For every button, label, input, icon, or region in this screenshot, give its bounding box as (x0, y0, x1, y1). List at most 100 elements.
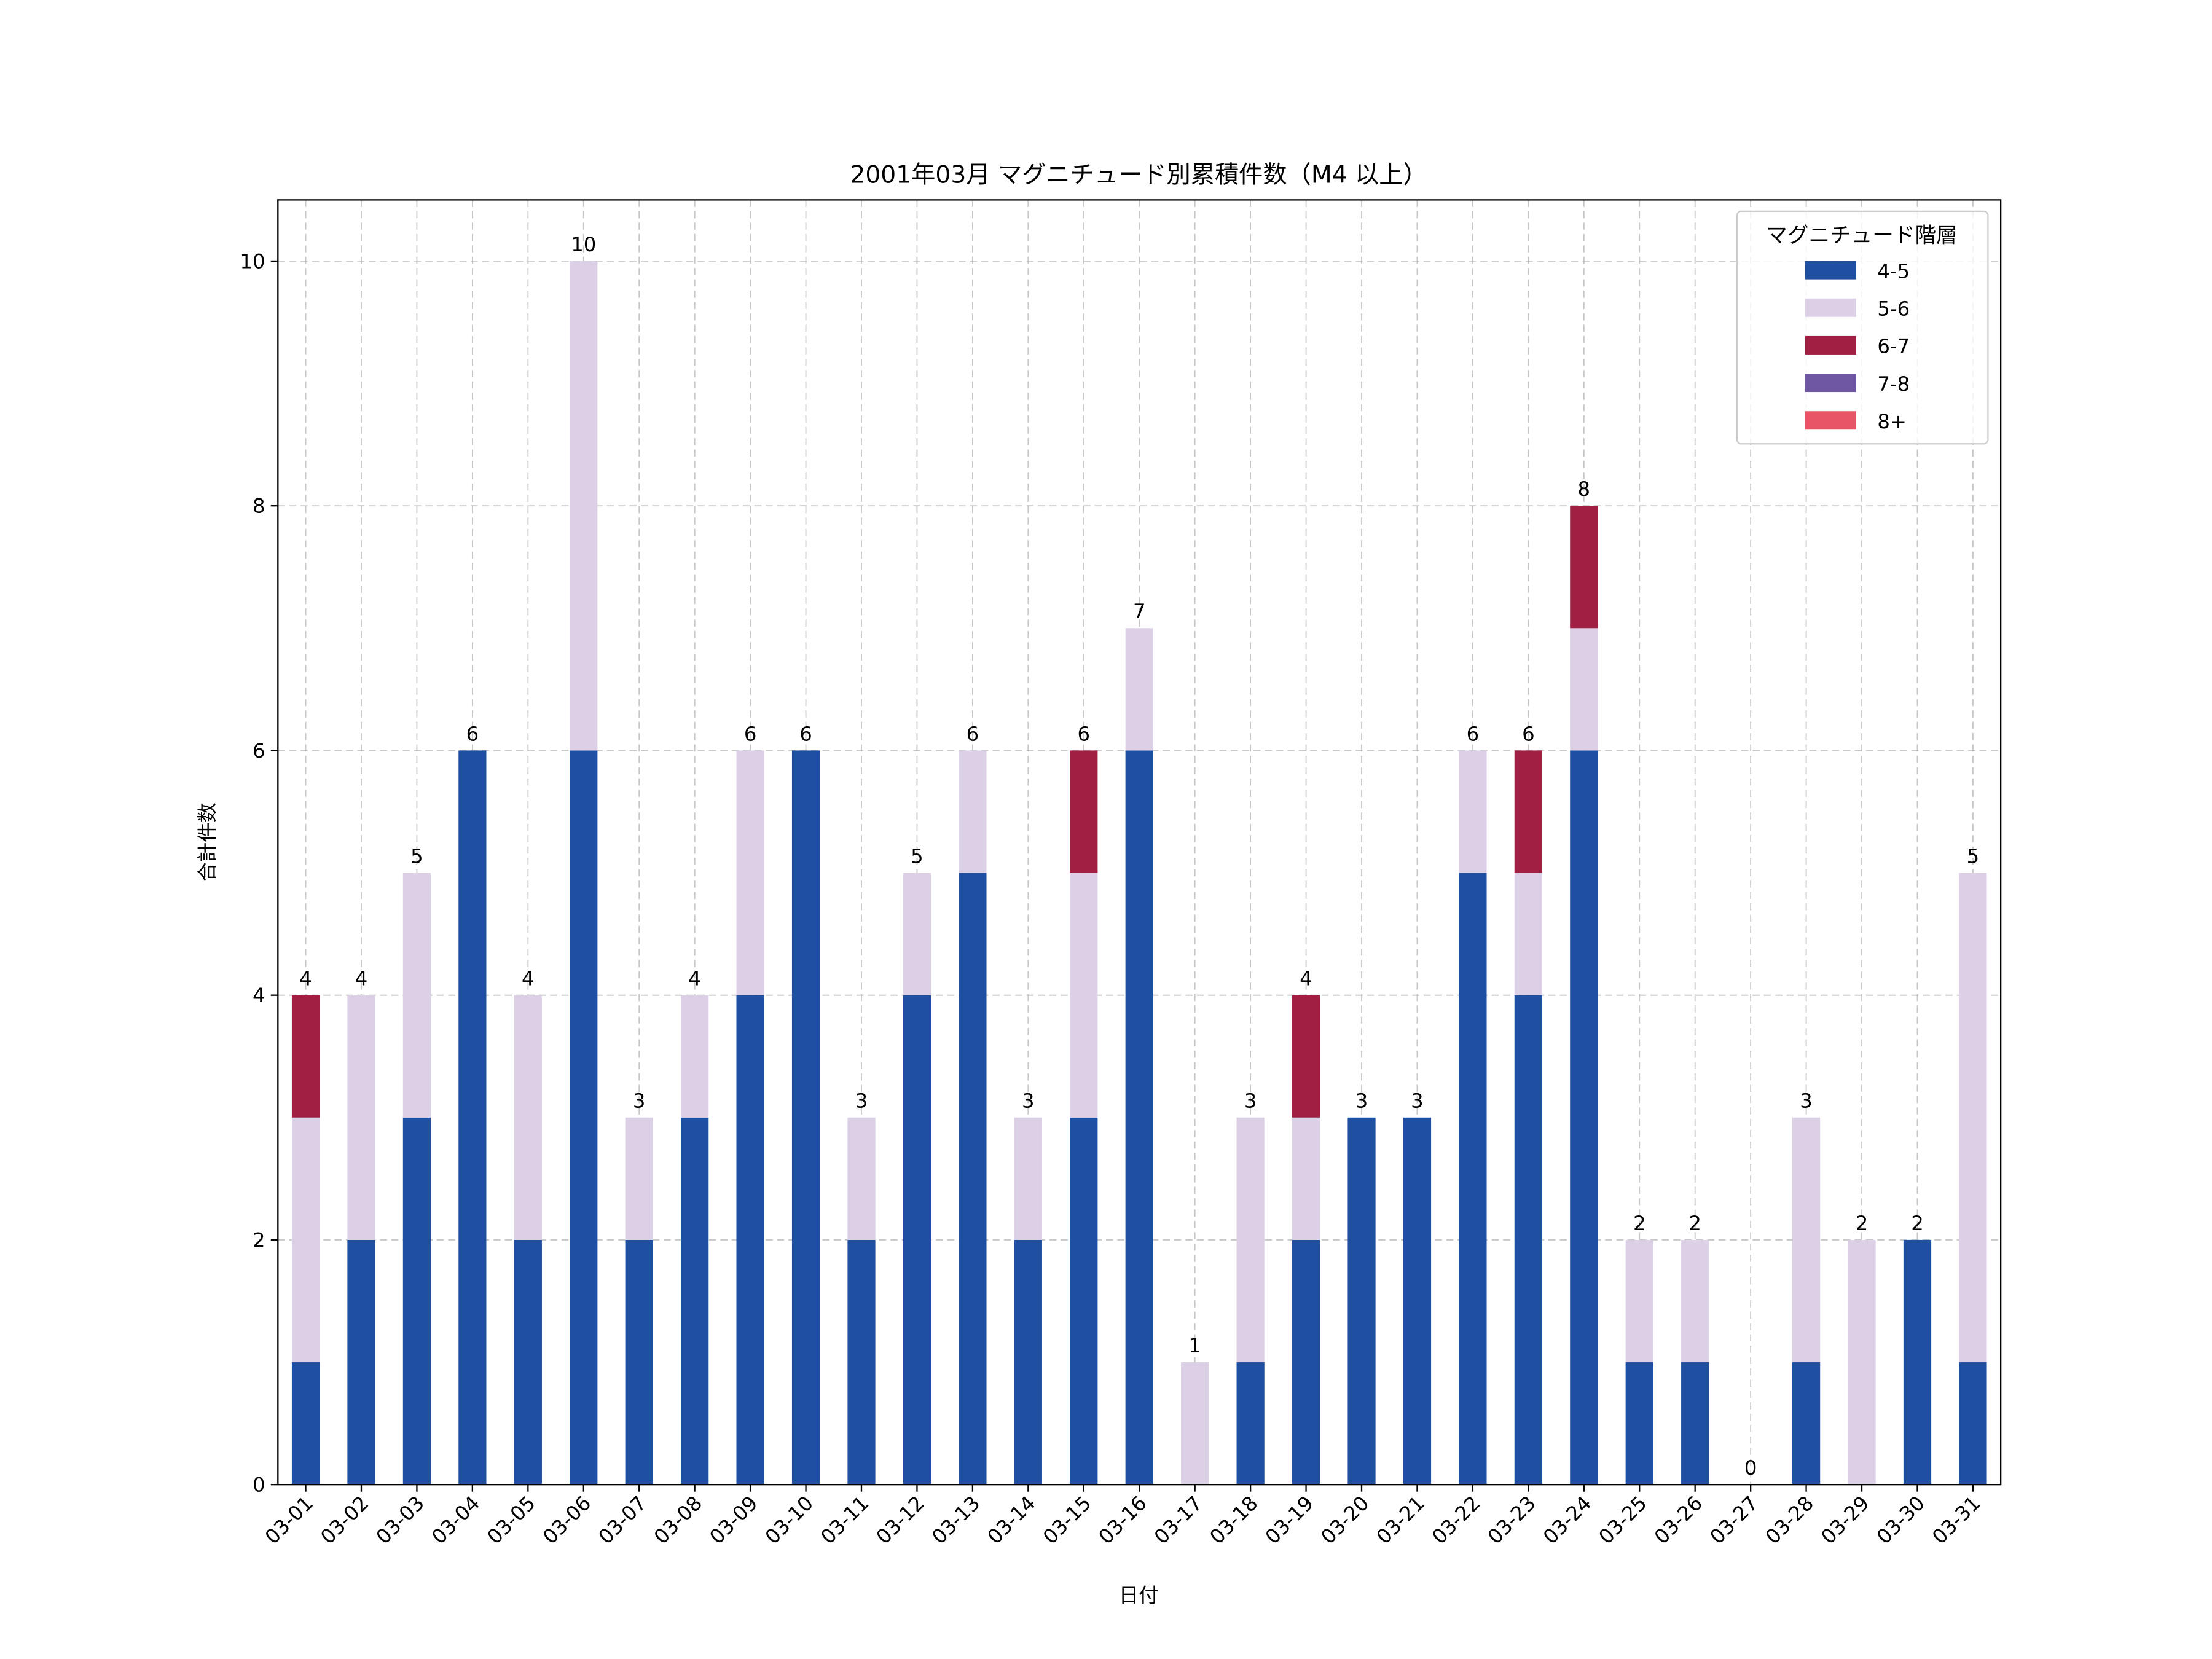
bar-segment-4-5 (1236, 1362, 1265, 1485)
bar-total-label: 1 (1188, 1334, 1201, 1357)
bar-total-label: 6 (1078, 722, 1091, 745)
bar-total-label: 3 (1411, 1089, 1424, 1113)
bar-total-label: 2 (1856, 1212, 1869, 1235)
bar-segment-4-5 (1014, 1239, 1042, 1485)
bar-total-label: 0 (1744, 1456, 1757, 1480)
bar-total-label: 6 (967, 722, 979, 745)
bar-segment-5-6 (570, 261, 598, 751)
bar-segment-5-6 (1959, 873, 1987, 1363)
x-axis-label: 日付 (1119, 1584, 1159, 1607)
bar-segment-5-6 (681, 995, 709, 1118)
bar-segment-5-6 (1292, 1117, 1320, 1240)
bar-segment-5-6 (402, 873, 431, 1118)
bar-total-label: 7 (1133, 600, 1146, 623)
bar-total-label: 3 (855, 1089, 868, 1113)
bar-segment-4-5 (791, 750, 820, 1485)
y-tick-label: 4 (253, 984, 265, 1007)
bar-segment-5-6 (736, 750, 764, 995)
bar-segment-4-5 (458, 750, 487, 1485)
bar-segment-4-5 (347, 1239, 375, 1485)
bar-total-label: 10 (571, 233, 596, 256)
legend-label: 4-5 (1877, 259, 1910, 283)
bar-total-label: 3 (1022, 1089, 1035, 1113)
bar-segment-6-7 (1514, 750, 1542, 873)
bar-total-label: 2 (1911, 1212, 1924, 1235)
legend-swatch-4-5 (1805, 261, 1856, 280)
bar-total-label: 6 (1522, 722, 1535, 745)
bar-segment-5-6 (1625, 1239, 1653, 1363)
bar-segment-5-6 (625, 1117, 653, 1240)
bar-total-label: 4 (1300, 967, 1312, 990)
data-labels: 4 4 5 6 4 10 3 4 6 6 3 5 6 3 6 7 1 3 4 3 3 6 6 8 2 2 0 3 2 2 5 (299, 233, 1979, 1480)
bar-segment-4-5 (1959, 1362, 1987, 1485)
bar-total-label: 4 (355, 967, 368, 990)
bar-segment-5-6 (1514, 873, 1542, 995)
bar-segment-5-6 (1459, 750, 1487, 873)
bar-segment-5-6 (1236, 1117, 1265, 1363)
bar-segment-5-6 (1014, 1117, 1042, 1240)
legend-label: 6-7 (1877, 335, 1910, 358)
bars (291, 261, 1987, 1485)
bar-segment-5-6 (903, 873, 931, 995)
bar-segment-4-5 (1792, 1362, 1821, 1485)
bar-total-label: 4 (522, 967, 535, 990)
bar-segment-4-5 (291, 1362, 320, 1485)
y-axis-label: 合計件数 (195, 802, 219, 882)
bar-segment-5-6 (347, 995, 375, 1240)
legend-title: マグニチュード階層 (1766, 224, 1957, 248)
bar-segment-5-6 (1792, 1117, 1821, 1363)
bar-segment-4-5 (1459, 873, 1487, 1485)
bar-total-label: 2 (1688, 1212, 1701, 1235)
bar-segment-4-5 (570, 750, 598, 1485)
bar-total-label: 6 (799, 722, 812, 745)
y-tick-label: 2 (253, 1228, 265, 1252)
bar-segment-5-6 (1125, 628, 1153, 751)
bar-segment-4-5 (1403, 1117, 1432, 1485)
legend-label: 8+ (1877, 410, 1907, 433)
legend-swatch-7-8 (1805, 374, 1856, 393)
bar-segment-5-6 (1070, 873, 1098, 1118)
bar-segment-4-5 (1570, 750, 1598, 1485)
bar-segment-4-5 (1347, 1117, 1376, 1485)
bar-segment-6-7 (1292, 995, 1320, 1118)
bar-segment-6-7 (1070, 750, 1098, 873)
bar-total-label: 3 (1800, 1089, 1813, 1113)
bar-total-label: 4 (299, 967, 312, 990)
bar-segment-5-6 (1570, 628, 1598, 751)
bar-segment-4-5 (514, 1239, 542, 1485)
bar-segment-4-5 (903, 995, 931, 1485)
bar-total-label: 6 (1467, 722, 1480, 745)
bar-total-label: 3 (1355, 1089, 1368, 1113)
legend-label: 7-8 (1877, 372, 1910, 396)
bar-total-label: 2 (1633, 1212, 1646, 1235)
bar-segment-6-7 (291, 995, 320, 1118)
bar-total-label: 3 (1244, 1089, 1257, 1113)
bar-segment-4-5 (959, 873, 987, 1485)
legend: マグニチュード階層 4-5 5-6 6-7 7-8 8+ (1736, 210, 1989, 445)
bar-total-label: 6 (744, 722, 757, 745)
y-tick-label: 6 (253, 739, 265, 763)
legend-swatch-8+ (1805, 411, 1856, 430)
legend-swatch-5-6 (1805, 298, 1856, 317)
bar-total-label: 6 (466, 722, 479, 745)
bar-segment-4-5 (1070, 1117, 1098, 1485)
legend-label: 5-6 (1877, 297, 1910, 320)
bar-segment-5-6 (1681, 1239, 1709, 1363)
bar-segment-4-5 (1125, 750, 1153, 1485)
y-tick-label: 10 (240, 249, 265, 273)
bar-segment-4-5 (1292, 1239, 1320, 1485)
bar-segment-4-5 (681, 1117, 709, 1485)
chart-title: 2001年03月 マグニチュード別累積件数（M4 以上） (850, 162, 1427, 189)
bar-segment-6-7 (1570, 506, 1598, 629)
bar-total-label: 3 (633, 1089, 646, 1113)
bar-segment-5-6 (847, 1117, 876, 1240)
bar-segment-4-5 (1681, 1362, 1709, 1485)
bar-segment-4-5 (847, 1239, 876, 1485)
bar-segment-5-6 (1848, 1239, 1876, 1485)
bar-total-label: 5 (410, 844, 423, 868)
bar-total-label: 5 (1967, 844, 1980, 868)
bar-segment-4-5 (736, 995, 764, 1485)
bar-segment-4-5 (1625, 1362, 1653, 1485)
bar-segment-5-6 (514, 995, 542, 1240)
